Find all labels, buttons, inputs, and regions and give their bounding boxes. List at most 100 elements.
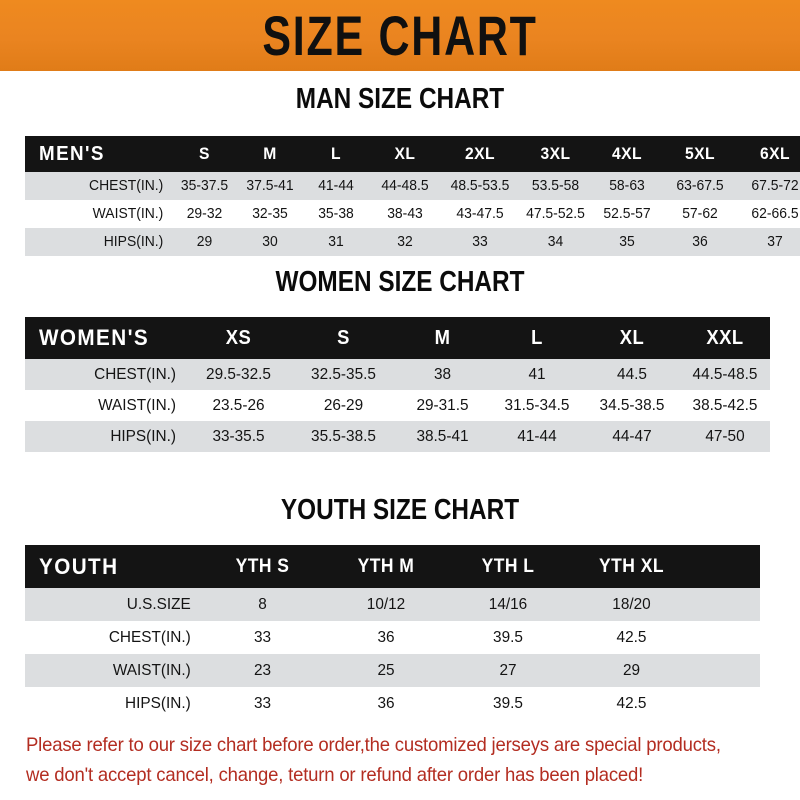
women-size-table: WOMEN'S XS S M L XL XXL CHEST(IN.) 29.5-… — [25, 317, 770, 452]
table-cell: 35-37.5 — [180, 178, 229, 194]
page-banner: SIZE CHART — [0, 0, 800, 71]
table-cell-spacer — [695, 588, 758, 621]
table-cell: 31.5-34.5 — [504, 396, 570, 414]
table-cell: 38 — [433, 365, 452, 383]
table-cell: 34 — [547, 234, 564, 250]
table-cell: 38.5-42.5 — [692, 396, 758, 414]
table-cell: 33-35.5 — [212, 427, 265, 445]
page-title: SIZE CHART — [262, 4, 538, 67]
table-cell: 8 — [258, 595, 267, 613]
table-header-row: MEN'S S M L XL 2XL 3XL 4XL 5XL 6XL — [25, 136, 800, 172]
table-cell: 36 — [692, 234, 708, 250]
row-label: HIPS(IN.) — [110, 427, 177, 445]
table-cell: 25 — [377, 661, 395, 679]
column-header-s: S — [199, 144, 210, 163]
table-cell: 41 — [528, 365, 546, 383]
row-label: U.S.SIZE — [126, 595, 191, 613]
table-cell: 35 — [619, 234, 635, 250]
table-cell: 29 — [622, 661, 641, 679]
table-corner-label: YOUTH — [25, 545, 200, 588]
table-header-row: WOMEN'S XS S M L XL XXL — [25, 317, 770, 359]
table-cell: 29-31.5 — [416, 396, 469, 414]
table-cell: 42.5 — [616, 694, 647, 712]
table-cell: 47.5-52.5 — [526, 206, 585, 222]
column-header-yth-s: YTH S — [235, 555, 290, 577]
column-header-spacer — [697, 545, 758, 588]
table-cell: 34.5-38.5 — [599, 396, 665, 414]
row-label: WAIST(IN.) — [92, 206, 164, 222]
column-header-yth-xl: YTH XL — [599, 555, 664, 577]
row-label: CHEST(IN.) — [94, 365, 177, 383]
table-cell: 44-48.5 — [381, 178, 429, 194]
row-label: HIPS(IN.) — [125, 694, 191, 712]
table-row: WAIST(IN.) 23.5-26 26-29 29-31.5 31.5-34… — [25, 390, 770, 421]
youth-corner-label-text: YOUTH — [39, 553, 119, 579]
table-cell: 63-67.5 — [676, 178, 724, 194]
table-cell: 58-63 — [609, 178, 645, 194]
section-title-women: WOMEN SIZE CHART — [275, 266, 525, 298]
table-row: CHEST(IN.) 33 36 39.5 42.5 — [25, 621, 760, 654]
table-cell: 67.5-72 — [751, 178, 799, 194]
table-cell: 36 — [377, 628, 395, 646]
table-cell: 43-47.5 — [456, 206, 504, 222]
table-cell: 18/20 — [612, 595, 651, 613]
table-cell: 41-44 — [318, 178, 354, 194]
row-label: CHEST(IN.) — [89, 178, 164, 194]
column-header-l: L — [531, 326, 543, 349]
table-cell: 14/16 — [488, 595, 528, 613]
table-cell: 44-47 — [612, 427, 652, 445]
table-cell: 32 — [397, 234, 413, 250]
table-cell: 42.5 — [616, 628, 647, 646]
column-header-xl: XL — [394, 144, 416, 163]
table-cell: 31 — [328, 234, 344, 250]
table-corner-label: MEN'S — [25, 136, 172, 172]
column-header-yth-l: YTH L — [481, 555, 535, 577]
table-header-row: YOUTH YTH S YTH M YTH L YTH XL — [25, 545, 760, 588]
column-header-2xl: 2XL — [464, 144, 496, 163]
table-cell: 27 — [499, 661, 517, 679]
table-cell: 37.5-41 — [246, 178, 294, 194]
table-cell: 35.5-38.5 — [311, 427, 376, 445]
disclaimer-note: Please refer to our size chart before or… — [26, 730, 740, 790]
table-row: CHEST(IN.) 35-37.5 37.5-41 41-44 44-48.5… — [25, 172, 800, 200]
men-corner-label-text: MEN'S — [39, 142, 105, 165]
column-header-5xl: 5XL — [684, 144, 716, 163]
table-row: WAIST(IN.) 23 25 27 29 — [25, 654, 760, 687]
table-cell: 32.5-35.5 — [311, 365, 376, 383]
table-cell: 26-29 — [323, 396, 364, 414]
table-cell: 41-44 — [517, 427, 557, 445]
row-label: CHEST(IN.) — [108, 628, 191, 646]
table-cell: 33 — [472, 234, 488, 250]
men-size-table: MEN'S S M L XL 2XL 3XL 4XL 5XL 6XL CHEST… — [25, 136, 800, 256]
table-cell-spacer — [695, 621, 758, 654]
table-cell: 38-43 — [387, 206, 423, 222]
table-cell: 48.5-53.5 — [450, 178, 510, 194]
column-header-xl: XL — [619, 326, 645, 349]
table-cell: 29-32 — [186, 206, 223, 222]
column-header-xs: XS — [225, 326, 252, 349]
table-cell: 33 — [253, 628, 272, 646]
table-cell: 33 — [253, 694, 272, 712]
table-cell: 53.5-58 — [531, 178, 580, 194]
table-row: HIPS(IN.) 33 36 39.5 42.5 — [25, 687, 760, 720]
table-cell: 44.5-48.5 — [692, 365, 758, 383]
column-header-xxl: XXL — [706, 326, 744, 349]
column-header-l: L — [330, 144, 342, 163]
table-cell: 47-50 — [705, 427, 745, 445]
table-cell: 39.5 — [493, 694, 523, 712]
table-cell: 37 — [767, 234, 783, 250]
table-cell: 38.5-41 — [416, 427, 469, 445]
row-label: WAIST(IN.) — [112, 661, 191, 679]
table-cell: 44.5 — [617, 365, 647, 383]
column-header-3xl: 3XL — [540, 144, 571, 163]
section-title-man: MAN SIZE CHART — [295, 83, 505, 115]
table-cell-spacer — [695, 687, 758, 720]
column-header-6xl: 6XL — [759, 144, 791, 163]
table-row: CHEST(IN.) 29.5-32.5 32.5-35.5 38 41 44.… — [25, 359, 770, 390]
column-header-m: M — [434, 326, 451, 349]
column-header-4xl: 4XL — [611, 144, 643, 163]
table-corner-label: WOMEN'S — [25, 317, 185, 359]
table-cell: 62-66.5 — [751, 206, 799, 222]
column-header-yth-m: YTH M — [357, 555, 415, 577]
